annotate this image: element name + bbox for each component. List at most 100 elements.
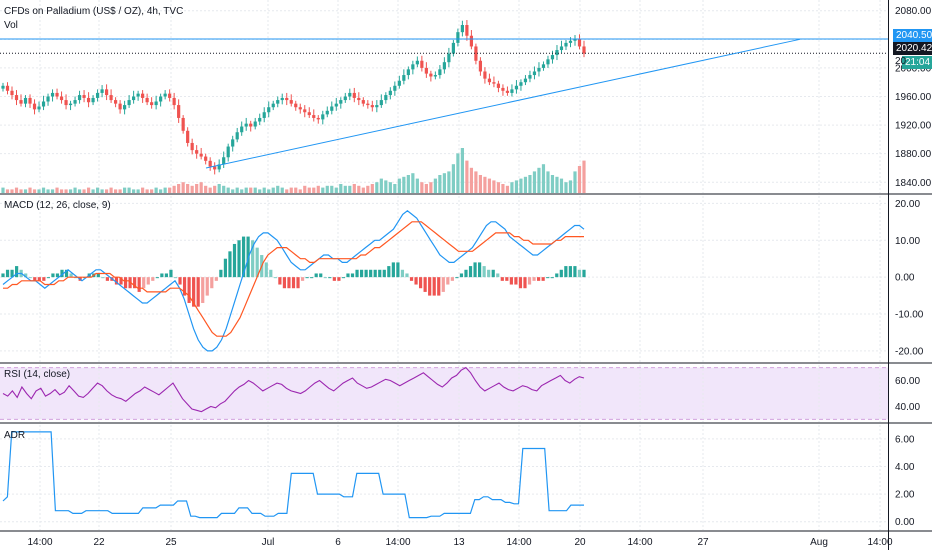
rsi-label: RSI (14, close) (4, 369, 71, 380)
candle-body (532, 71, 537, 76)
macd-histogram-bar (487, 269, 491, 278)
macd-histogram-bar (24, 273, 28, 278)
volume-bar (253, 187, 257, 193)
macd-histogram-bar (137, 277, 141, 292)
volume-bar (154, 187, 158, 193)
candle-body (276, 100, 280, 104)
candle-body (334, 103, 338, 107)
candle-body (352, 92, 356, 98)
macd-histogram-bar (64, 269, 69, 278)
volume-bar (150, 189, 154, 193)
macd-histogram-bar (514, 277, 518, 285)
volume-bar (5, 189, 10, 193)
volume-bar (424, 184, 428, 193)
candle-body (37, 106, 41, 110)
candle-body (253, 121, 257, 127)
macd-histogram-bar (42, 277, 46, 281)
macd-histogram-bar (482, 266, 486, 278)
candle-body (159, 96, 163, 102)
candle-body (555, 50, 559, 56)
candle-body (348, 92, 352, 97)
volume-bar (451, 164, 455, 193)
candle-body (456, 32, 460, 43)
volume-bar (348, 185, 352, 193)
candle-body (77, 95, 82, 101)
volume-bar (113, 189, 118, 193)
volume-bar (118, 189, 122, 193)
rsi-tick-label: 40.00 (895, 402, 920, 413)
volume-bar (136, 189, 140, 193)
volume-bar (505, 185, 510, 193)
volume-bar (28, 187, 32, 193)
macd-histogram-bar (319, 273, 323, 278)
price-tick-label: 1840.00 (895, 178, 932, 189)
macd-histogram-bar (210, 277, 214, 289)
candle-body (217, 164, 221, 170)
volume-bar (199, 182, 203, 193)
volume-bar (433, 178, 437, 193)
volume-bar (375, 182, 379, 193)
x-tick-label: 27 (697, 537, 709, 548)
candle-body (226, 146, 230, 158)
volume-bar (393, 184, 397, 193)
candle-body (528, 75, 532, 79)
candle-body (199, 153, 203, 157)
candle-body (343, 96, 347, 101)
candle-body (50, 92, 55, 97)
macd-histogram-bar (310, 277, 314, 279)
candle-body (280, 97, 284, 101)
macd-histogram-bar (119, 277, 123, 285)
candle-body (460, 25, 464, 33)
candle-body (370, 105, 374, 108)
volume-bar (307, 187, 311, 193)
candle-body (573, 39, 577, 41)
volume-bar (258, 189, 262, 193)
volume-bar (456, 153, 460, 193)
candle-body (177, 105, 181, 118)
volume-bar (573, 171, 577, 193)
candle-body (402, 75, 406, 81)
macd-histogram-bar (155, 277, 159, 279)
volume-bar (550, 175, 555, 193)
candle-body (510, 89, 514, 93)
macd-histogram-bar (15, 266, 19, 278)
volume-bar (231, 189, 235, 193)
macd-histogram-bar (473, 262, 477, 278)
volume-bar (388, 182, 392, 193)
volume-bar (177, 184, 181, 193)
macd-histogram-bar (101, 277, 105, 279)
macd-histogram-bar (123, 277, 128, 289)
volume-bar (465, 160, 469, 193)
price-tick-label: 1920.00 (895, 121, 932, 132)
candle-body (303, 109, 307, 113)
candle-body (141, 93, 145, 98)
volume-bar (95, 187, 100, 193)
volume-bar (339, 184, 343, 193)
countdown-badge: 21:04 (902, 56, 932, 69)
macd-histogram-bar (537, 277, 541, 281)
macd-histogram-bar (328, 277, 332, 279)
volume-bar (447, 171, 451, 193)
volume-bar (240, 189, 244, 193)
volume-bar (68, 189, 73, 193)
volume-bar (168, 187, 172, 193)
macd-histogram-bar (273, 277, 277, 279)
volume-bar (334, 187, 338, 193)
x-tick-label: 25 (165, 537, 177, 548)
macd-histogram-bar (355, 269, 359, 278)
rising-trendline (205, 38, 801, 169)
candle-body (537, 67, 541, 72)
macd-histogram-bar (296, 277, 300, 289)
macd-histogram-bar (264, 262, 268, 278)
candle-body (451, 42, 455, 54)
rsi-tick-label: 60.00 (895, 376, 920, 387)
volume-bar (357, 185, 361, 193)
volume-bar (276, 185, 280, 193)
volume-bar (195, 184, 199, 193)
macd-histogram-bar (418, 277, 423, 289)
macd-line (2, 210, 585, 352)
macd-histogram-bar (523, 277, 527, 289)
macd-histogram-bar (509, 277, 513, 285)
volume-bar (271, 187, 275, 193)
macd-histogram-bar (228, 251, 232, 278)
